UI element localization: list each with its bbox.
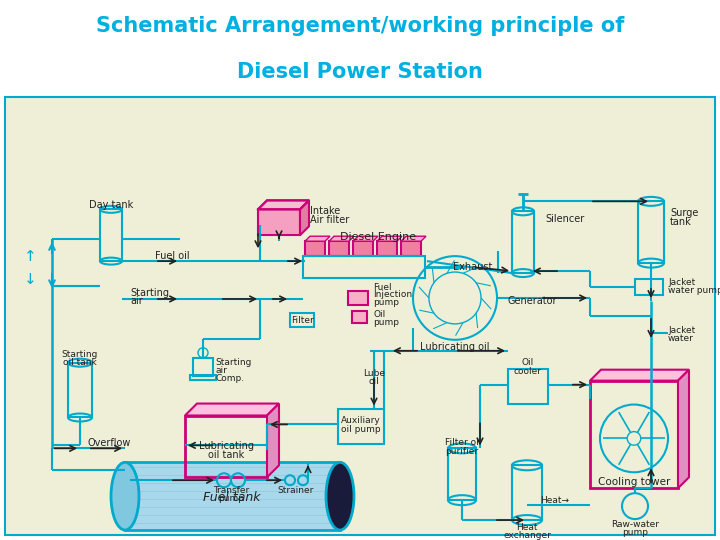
Text: oil tank: oil tank bbox=[63, 358, 97, 367]
Polygon shape bbox=[300, 200, 309, 235]
Text: exchanger: exchanger bbox=[503, 530, 551, 539]
Text: Oil: Oil bbox=[522, 358, 534, 367]
Text: pump: pump bbox=[622, 528, 648, 537]
Bar bbox=[353, 241, 373, 256]
Text: Exhaust: Exhaust bbox=[454, 262, 492, 272]
Text: Oil: Oil bbox=[373, 310, 385, 319]
Bar bbox=[125, 462, 340, 530]
Bar bbox=[348, 291, 368, 305]
Text: Comp.: Comp. bbox=[215, 374, 244, 383]
Text: Fuel oil: Fuel oil bbox=[155, 251, 189, 261]
Text: pump: pump bbox=[218, 494, 244, 503]
Text: Intake: Intake bbox=[310, 206, 341, 217]
Text: Fuel: Fuel bbox=[373, 282, 392, 292]
Bar bbox=[352, 311, 367, 323]
Polygon shape bbox=[377, 236, 402, 241]
Polygon shape bbox=[258, 200, 309, 210]
Bar bbox=[401, 241, 421, 256]
Polygon shape bbox=[353, 236, 378, 241]
Text: Strainer: Strainer bbox=[278, 485, 314, 495]
Bar bbox=[508, 369, 548, 403]
Text: Raw-water: Raw-water bbox=[611, 519, 659, 529]
Text: Auxiliary: Auxiliary bbox=[341, 416, 381, 425]
Text: cooler: cooler bbox=[514, 367, 542, 376]
Polygon shape bbox=[329, 236, 354, 241]
Text: Diesel Engine: Diesel Engine bbox=[340, 232, 416, 242]
Text: Lubricating oil: Lubricating oil bbox=[420, 342, 490, 352]
Text: Lube: Lube bbox=[363, 369, 385, 378]
Text: pump: pump bbox=[373, 319, 399, 327]
Text: Diesel Power Station: Diesel Power Station bbox=[237, 62, 483, 82]
Bar bbox=[185, 415, 267, 477]
Polygon shape bbox=[678, 370, 689, 488]
Bar bbox=[68, 363, 92, 417]
Text: oil tank: oil tank bbox=[208, 450, 244, 460]
Text: Transfer: Transfer bbox=[213, 485, 249, 495]
Polygon shape bbox=[185, 403, 279, 415]
Ellipse shape bbox=[111, 462, 139, 530]
Text: tank: tank bbox=[670, 217, 692, 227]
Text: Injection: Injection bbox=[373, 291, 412, 300]
Text: Starting: Starting bbox=[130, 288, 169, 298]
Bar bbox=[512, 465, 542, 520]
Text: Heat→: Heat→ bbox=[540, 496, 569, 505]
Text: Cooling tower: Cooling tower bbox=[598, 477, 670, 487]
Bar bbox=[635, 279, 663, 295]
Text: Schematic Arrangement/working principle of: Schematic Arrangement/working principle … bbox=[96, 16, 624, 36]
Text: air: air bbox=[215, 366, 227, 375]
Text: oil: oil bbox=[369, 377, 379, 386]
Polygon shape bbox=[267, 403, 279, 477]
Bar bbox=[338, 409, 384, 444]
Text: pump: pump bbox=[373, 299, 399, 307]
Text: Fuel tank: Fuel tank bbox=[203, 491, 261, 504]
Text: purifier: purifier bbox=[446, 447, 479, 456]
Text: ↑: ↑ bbox=[24, 248, 37, 264]
Text: Day tank: Day tank bbox=[89, 200, 133, 211]
Text: Starting: Starting bbox=[215, 358, 251, 367]
Text: Overflow: Overflow bbox=[88, 438, 131, 448]
Text: Surge: Surge bbox=[670, 208, 698, 218]
Text: Jacket: Jacket bbox=[668, 278, 696, 287]
Text: Silencer: Silencer bbox=[545, 214, 584, 224]
Bar bbox=[258, 210, 300, 235]
Bar bbox=[193, 357, 213, 376]
Bar bbox=[305, 241, 325, 256]
Ellipse shape bbox=[326, 462, 354, 530]
Text: Jacket: Jacket bbox=[668, 326, 696, 335]
Text: water pump: water pump bbox=[668, 286, 720, 294]
Text: Starting: Starting bbox=[62, 350, 98, 359]
Bar bbox=[377, 241, 397, 256]
Bar bbox=[100, 210, 122, 261]
Bar bbox=[590, 381, 678, 488]
Text: water: water bbox=[668, 334, 694, 343]
Bar bbox=[303, 256, 425, 278]
Bar bbox=[512, 211, 534, 273]
Polygon shape bbox=[590, 370, 689, 381]
Polygon shape bbox=[401, 236, 426, 241]
Text: Lubricating: Lubricating bbox=[199, 441, 253, 451]
Text: ↓: ↓ bbox=[24, 272, 37, 287]
Bar bbox=[290, 313, 314, 327]
Text: Filter or: Filter or bbox=[444, 438, 480, 447]
Text: Generator: Generator bbox=[508, 296, 557, 306]
Bar bbox=[638, 201, 664, 263]
Text: Filter: Filter bbox=[291, 316, 313, 326]
Polygon shape bbox=[305, 236, 330, 241]
Bar bbox=[448, 448, 476, 500]
Text: air: air bbox=[130, 296, 143, 306]
Bar bbox=[329, 241, 349, 256]
Text: oil pump: oil pump bbox=[341, 425, 381, 434]
Bar bbox=[190, 375, 216, 380]
Text: Heat: Heat bbox=[516, 523, 538, 531]
Text: Air filter: Air filter bbox=[310, 215, 349, 225]
